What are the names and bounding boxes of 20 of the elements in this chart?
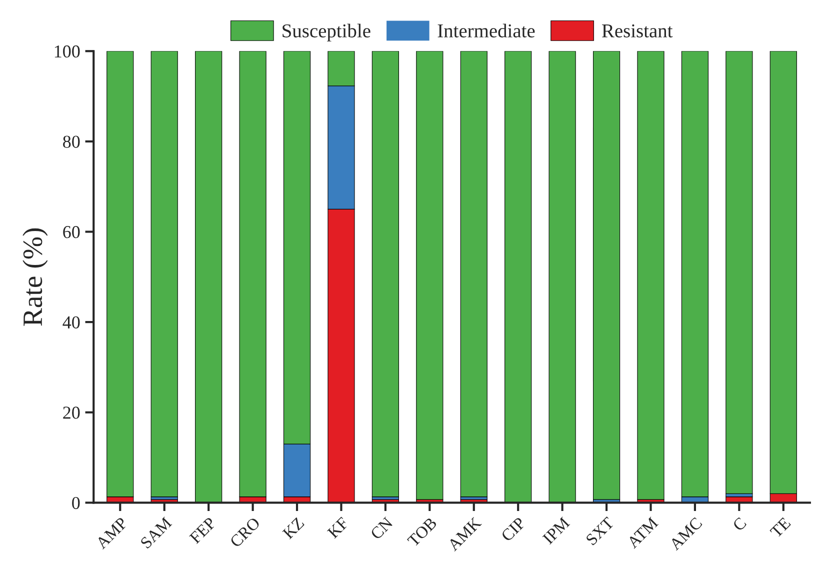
- y-tick-label: 80: [63, 136, 80, 148]
- x-tick-label: FEP: [189, 516, 216, 544]
- y-tick-label: 20: [63, 406, 80, 419]
- y-tick-label: 100: [54, 45, 80, 58]
- x-tick-label: CRO: [229, 516, 261, 548]
- y-tick-label: 40: [62, 316, 80, 328]
- x-tick-label: CN: [370, 516, 394, 540]
- x-tick-label: KF: [326, 516, 349, 539]
- y-axis-title: Rate (%): [22, 228, 48, 326]
- x-tick-label: CIP: [500, 516, 526, 542]
- x-tick-label: TE: [770, 516, 791, 538]
- legend-label: Resistant: [602, 24, 673, 38]
- legend-label: Intermediate: [438, 24, 535, 38]
- x-tick-label: C: [732, 516, 747, 532]
- legend-label: Susceptible: [282, 24, 370, 42]
- y-tick-label: 0: [72, 496, 80, 510]
- x-tick-label: TOB: [406, 516, 438, 548]
- x-tick-label: KZ: [282, 516, 305, 540]
- x-tick-label: IPM: [542, 516, 570, 545]
- y-tick-label: 60: [63, 226, 80, 238]
